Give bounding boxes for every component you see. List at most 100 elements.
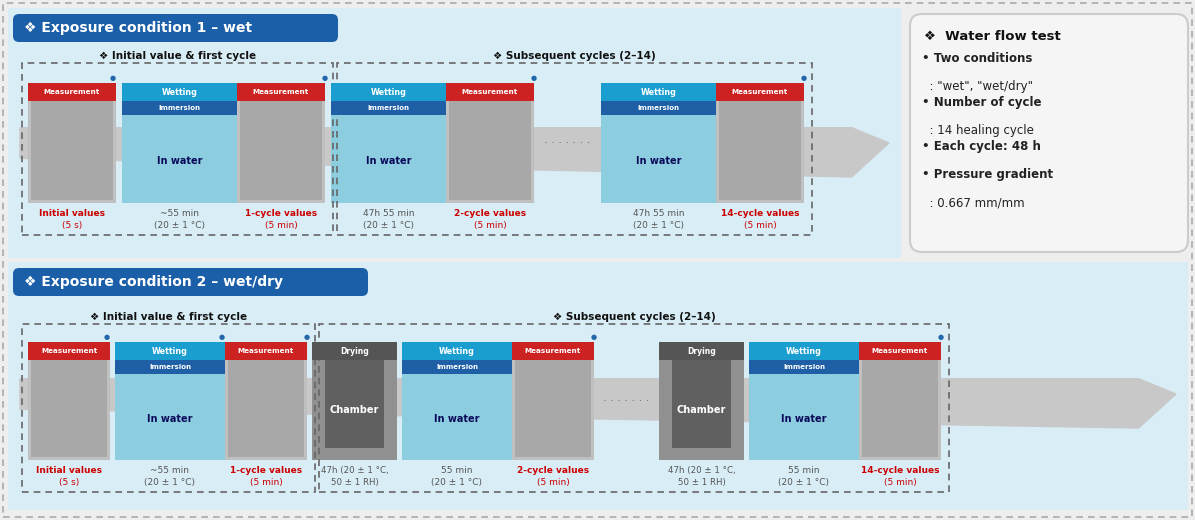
Text: (20 ± 1 °C): (20 ± 1 °C) [154, 221, 206, 230]
Bar [312, 342, 397, 360]
Bar [22, 324, 315, 492]
Bar [511, 342, 594, 360]
Text: 47h 55 min: 47h 55 min [632, 209, 685, 218]
Text: ●: ● [304, 334, 310, 340]
Text: Immersion: Immersion [149, 364, 191, 370]
Bar [27, 342, 110, 460]
Text: 1-cycle values: 1-cycle values [229, 466, 302, 475]
Text: ❖ Exposure condition 2 – wet/dry: ❖ Exposure condition 2 – wet/dry [24, 275, 283, 289]
Text: Immersion: Immersion [436, 364, 478, 370]
Text: ❖ Exposure condition 1 – wet: ❖ Exposure condition 1 – wet [24, 21, 252, 35]
Bar [719, 86, 801, 200]
Text: 2-cycle values: 2-cycle values [517, 466, 589, 475]
Text: Wetting: Wetting [152, 346, 188, 356]
Bar [31, 345, 108, 457]
Bar [319, 324, 949, 492]
Text: ●: ● [592, 334, 598, 340]
Bar [115, 360, 225, 374]
Text: In water: In water [636, 156, 681, 166]
Bar [331, 101, 446, 115]
Bar [237, 83, 325, 101]
Bar [859, 342, 940, 360]
Text: ❖ Subsequent cycles (2–14): ❖ Subsequent cycles (2–14) [494, 51, 656, 61]
Bar [402, 342, 594, 360]
Bar [228, 345, 304, 457]
Bar [122, 83, 325, 101]
Bar [27, 83, 116, 101]
Text: ●: ● [321, 75, 329, 81]
Bar [115, 342, 307, 360]
Text: ❖ Initial value & first cycle: ❖ Initial value & first cycle [90, 312, 247, 322]
Text: ●: ● [104, 334, 110, 340]
Text: 47h 55 min: 47h 55 min [363, 209, 415, 218]
Bar [859, 342, 940, 460]
Text: (20 ± 1 °C): (20 ± 1 °C) [633, 221, 684, 230]
Text: Wetting: Wetting [439, 346, 474, 356]
Text: Immersion: Immersion [783, 364, 825, 370]
Bar [601, 115, 716, 203]
Bar [749, 360, 859, 374]
Bar [312, 342, 397, 460]
Bar [240, 86, 321, 200]
Text: Measurement: Measurement [731, 89, 789, 95]
FancyBboxPatch shape [13, 14, 338, 42]
Text: (5 min): (5 min) [743, 221, 777, 230]
Text: In water: In water [147, 414, 192, 424]
Text: : 14 healing cycle: : 14 healing cycle [923, 124, 1034, 137]
Text: In water: In water [434, 414, 479, 424]
Text: (20 ± 1 °C): (20 ± 1 °C) [778, 478, 829, 487]
Bar [331, 83, 534, 101]
Text: ●: ● [938, 334, 944, 340]
Text: Initial values: Initial values [39, 209, 105, 218]
Text: 50 ± 1 RH): 50 ± 1 RH) [331, 478, 379, 487]
Bar [8, 8, 901, 258]
Text: Measurement: Measurement [253, 89, 310, 95]
Bar [331, 115, 446, 203]
Bar [511, 342, 594, 460]
Text: (5 s): (5 s) [59, 478, 79, 487]
Text: : 0.667 mm/mm: : 0.667 mm/mm [923, 196, 1024, 209]
Text: • Two conditions: • Two conditions [923, 52, 1032, 65]
Polygon shape [20, 379, 1176, 428]
Text: In water: In water [782, 414, 827, 424]
Text: 47h (20 ± 1 °C,: 47h (20 ± 1 °C, [320, 466, 388, 475]
Text: (20 ± 1 °C): (20 ± 1 °C) [363, 221, 413, 230]
Bar [716, 83, 804, 101]
Bar [658, 342, 744, 460]
Text: (20 ± 1 °C): (20 ± 1 °C) [431, 478, 483, 487]
Text: 55 min: 55 min [789, 466, 820, 475]
Bar [749, 342, 940, 360]
FancyBboxPatch shape [13, 268, 368, 296]
Bar [27, 342, 110, 360]
Text: Measurement: Measurement [41, 348, 97, 354]
Text: Drying: Drying [341, 346, 369, 356]
Text: Measurement: Measurement [872, 348, 929, 354]
Bar [22, 63, 333, 235]
Bar [449, 86, 531, 200]
Text: ~55 min: ~55 min [160, 209, 200, 218]
Text: ~55 min: ~55 min [151, 466, 190, 475]
Text: Measurement: Measurement [44, 89, 100, 95]
Text: ❖  Water flow test: ❖ Water flow test [924, 30, 1061, 43]
Text: 50 ± 1 RH): 50 ± 1 RH) [678, 478, 725, 487]
Bar [446, 83, 534, 101]
Text: ❖ Initial value & first cycle: ❖ Initial value & first cycle [99, 51, 256, 61]
Text: 55 min: 55 min [441, 466, 473, 475]
Text: Measurement: Measurement [462, 89, 519, 95]
Polygon shape [20, 128, 889, 177]
Bar [237, 83, 325, 203]
Text: Measurement: Measurement [525, 348, 581, 354]
Text: : "wet", "wet/dry": : "wet", "wet/dry" [923, 80, 1032, 93]
Text: Wetting: Wetting [370, 87, 406, 97]
Text: ●: ● [531, 75, 537, 81]
Bar [749, 374, 859, 460]
Bar [115, 374, 225, 460]
Text: Drying: Drying [687, 346, 716, 356]
Text: Immersion: Immersion [159, 105, 201, 111]
Bar [122, 115, 237, 203]
Text: • Each cycle: 48 h: • Each cycle: 48 h [923, 140, 1041, 153]
Text: · · · · · · ·: · · · · · · · [544, 138, 590, 148]
Text: ❖ Subsequent cycles (2–14): ❖ Subsequent cycles (2–14) [552, 312, 716, 322]
Text: ●: ● [110, 75, 116, 81]
Text: 1-cycle values: 1-cycle values [245, 209, 317, 218]
